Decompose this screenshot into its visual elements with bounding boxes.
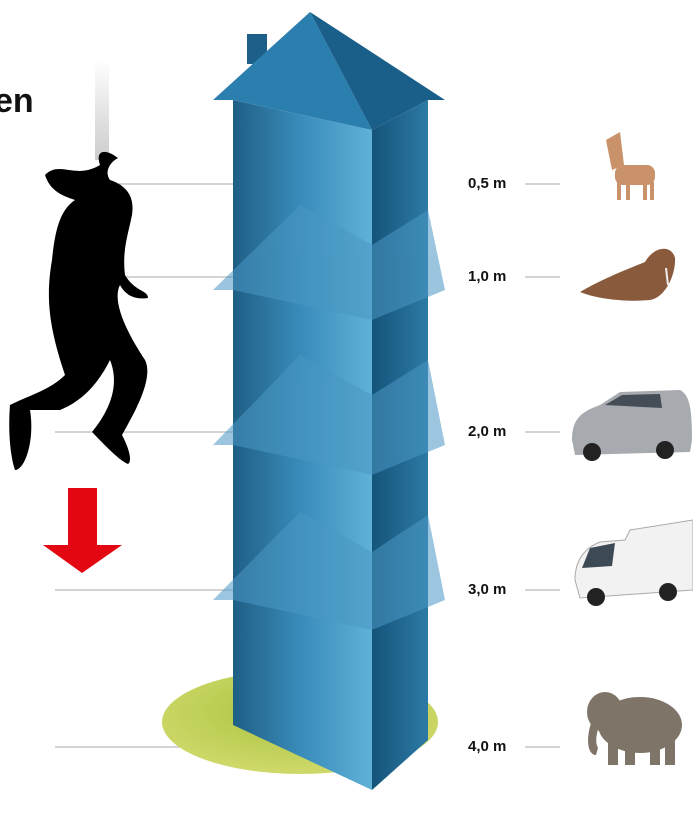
person xyxy=(9,152,148,470)
pony xyxy=(606,132,655,200)
walrus xyxy=(580,249,675,301)
level-label: 4,0 m xyxy=(468,738,506,755)
title: en xyxy=(0,82,34,120)
van xyxy=(575,520,693,606)
elephant xyxy=(587,692,682,765)
car xyxy=(572,390,692,461)
motion-trail xyxy=(95,60,109,160)
level-label: 1,0 m xyxy=(468,268,506,285)
down-arrow xyxy=(43,488,122,573)
infographic: en 0,5 m 1,0 m 2,0 m 3,0 m 4,0 m xyxy=(0,0,693,813)
level-label: 3,0 m xyxy=(468,581,506,598)
level-label: 0,5 m xyxy=(468,175,506,192)
level-label: 2,0 m xyxy=(468,423,506,440)
tower xyxy=(213,12,445,790)
